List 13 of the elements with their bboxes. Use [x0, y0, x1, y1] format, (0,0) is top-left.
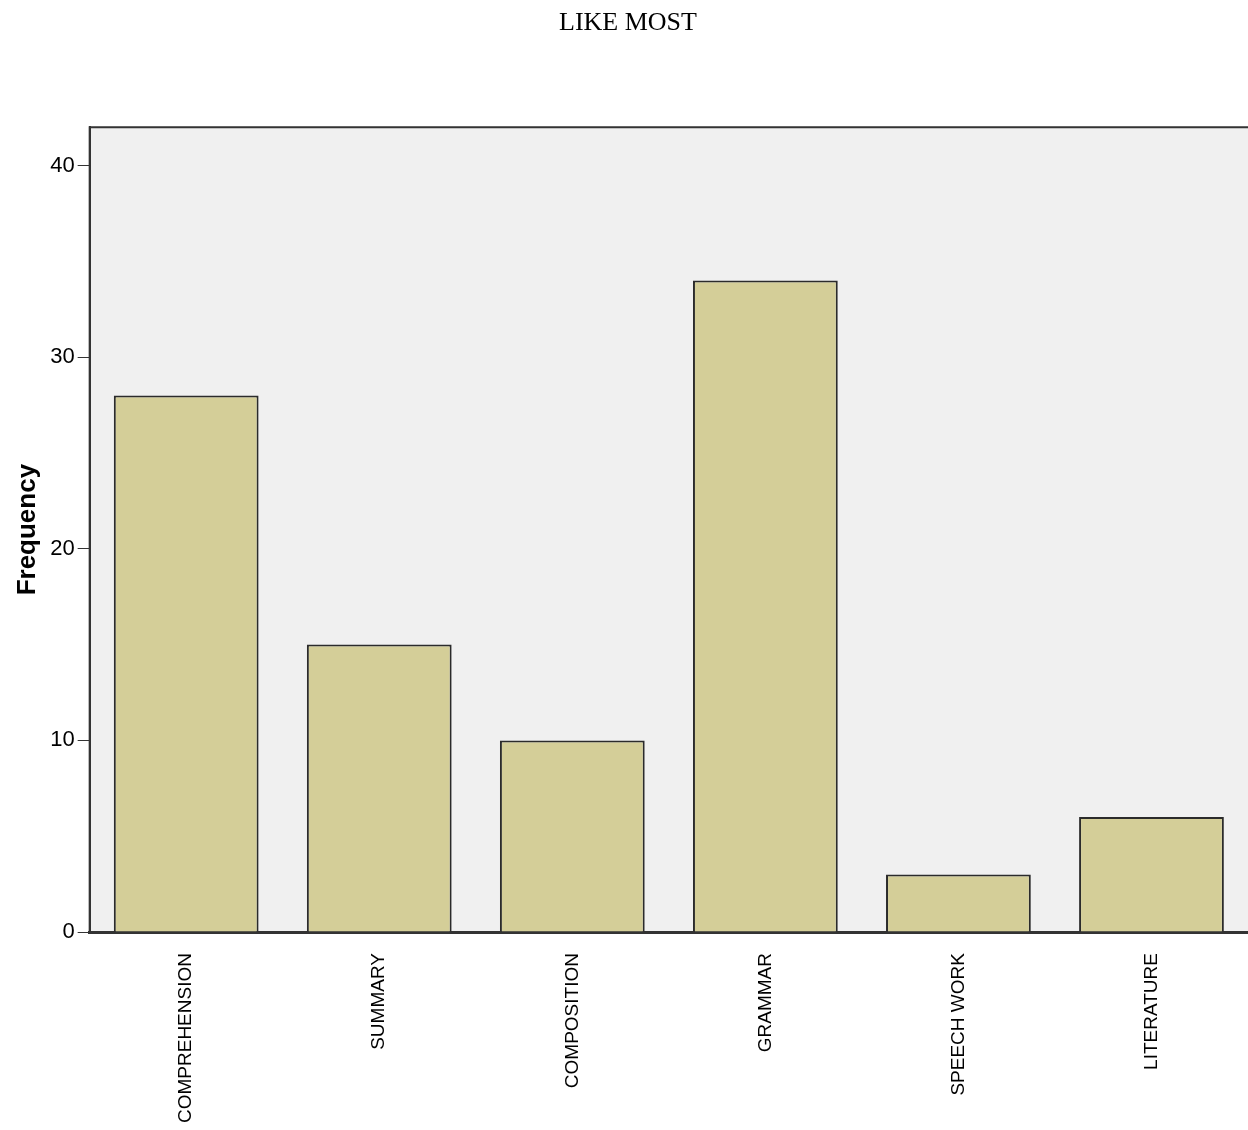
x-tick-label: SPEECH WORK: [946, 952, 968, 1096]
y-axis-title: Frequency: [10, 463, 41, 596]
y-tick-label: 0: [62, 918, 75, 944]
y-tick-label: 10: [50, 726, 75, 752]
x-tick-label: COMPREHENSION: [174, 953, 196, 1124]
chart-title: LIKE MOST: [559, 7, 698, 37]
y-tick-label: 30: [50, 343, 75, 369]
x-tick-label: COMPOSITION: [560, 953, 582, 1089]
x-tick-label: SUMMARY: [367, 952, 389, 1050]
x-tick-label: LITERATURE: [1139, 953, 1161, 1070]
y-tick-label: 20: [50, 534, 75, 560]
y-tick-label: 40: [50, 151, 75, 177]
x-tick-label: GRAMMAR: [753, 953, 775, 1053]
